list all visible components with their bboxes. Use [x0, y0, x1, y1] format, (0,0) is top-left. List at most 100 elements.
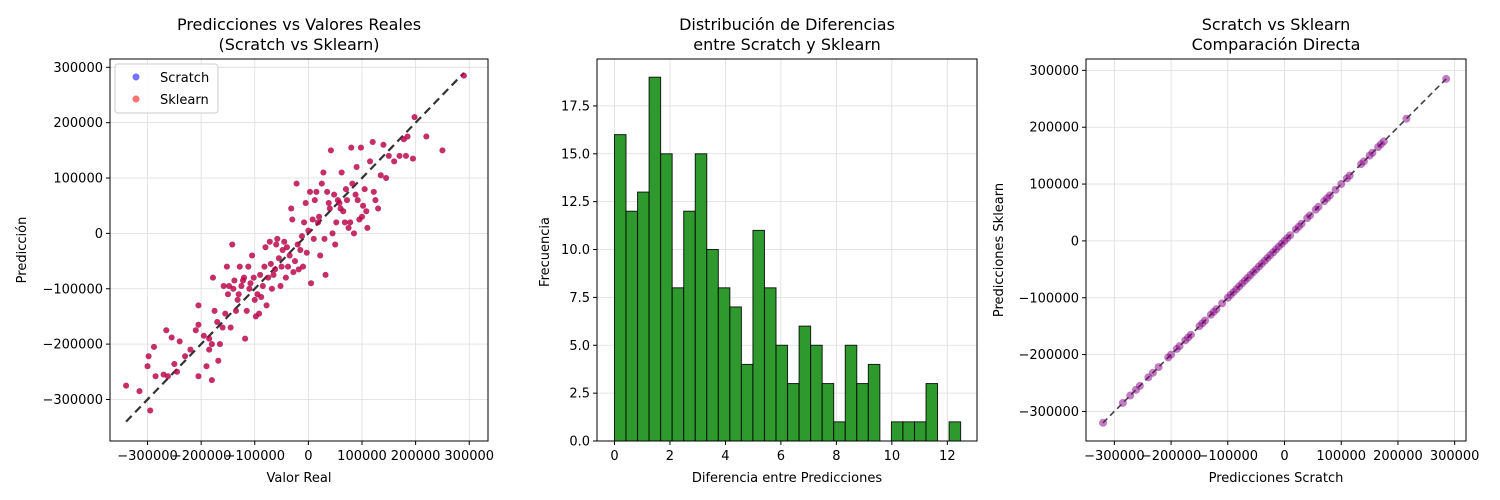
- scatter-point-sklearn: [272, 266, 279, 273]
- scatter-point-sklearn: [265, 274, 272, 281]
- scatter-point-sklearn: [369, 139, 376, 146]
- scatter-point: [1135, 381, 1144, 390]
- scatter-point-sklearn: [348, 144, 355, 151]
- x-ticks: −300000−200000−100000 0 100000 200000 300000: [1084, 441, 1479, 464]
- chart-title-line2: Comparación Directa: [1192, 35, 1361, 54]
- scatter-point-sklearn: [383, 175, 390, 182]
- scatter-point-sklearn: [380, 141, 387, 148]
- scatter-point-sklearn: [259, 282, 266, 289]
- scatter-point-sklearn: [263, 302, 270, 309]
- scatter-point-sklearn: [241, 274, 248, 281]
- scatter-point-sklearn: [230, 285, 237, 292]
- x-tick-label: 10: [884, 449, 901, 464]
- legend-marker-sklearn: [132, 95, 140, 103]
- scatter-point-sklearn: [308, 280, 315, 287]
- scatter-point-sklearn: [391, 158, 398, 165]
- histogram-bar: [648, 76, 662, 442]
- x-tick-label: 4: [721, 449, 729, 464]
- scatter-point-sklearn: [274, 235, 281, 242]
- x-axis-label: Predicciones Scratch: [1209, 471, 1344, 486]
- x-tick-label: −300000: [1084, 449, 1145, 464]
- y-tick-label: 2.5: [569, 387, 590, 402]
- scatter-point-sklearn: [321, 235, 328, 242]
- histogram-bar: [740, 363, 754, 442]
- histogram-bar: [625, 210, 639, 442]
- histogram-bar: [787, 383, 800, 442]
- scatter-point-sklearn: [340, 208, 347, 215]
- scatter-point-sklearn: [325, 199, 332, 206]
- scatter-point: [1148, 368, 1157, 377]
- x-tick-label: 12: [939, 449, 956, 464]
- scatter-point-sklearn: [370, 188, 377, 195]
- scatter-point-sklearn: [278, 263, 285, 270]
- scatter-point-sklearn: [168, 334, 175, 341]
- scatter-point-sklearn: [342, 186, 349, 193]
- histogram-bar: [810, 344, 823, 442]
- y-tick-label: −200000: [1018, 348, 1079, 363]
- histogram-bar: [613, 134, 627, 442]
- y-tick-label: −300000: [42, 393, 103, 408]
- scatter-point: [1201, 316, 1210, 325]
- x-tick-label: 300000: [1430, 449, 1480, 464]
- y-tick-label: 0: [95, 227, 103, 242]
- scatter-point-sklearn: [227, 324, 234, 331]
- scatter-point-sklearn: [359, 213, 365, 220]
- scatter-point-sklearn: [353, 163, 360, 170]
- scatter-point-sklearn: [236, 263, 243, 270]
- scatter-point-sklearn: [336, 199, 343, 206]
- x-ticks: −300000−200000−100000 0 100000 200000 300000: [117, 441, 494, 464]
- scatter-point: [1331, 185, 1340, 194]
- scatter-point-sklearn: [192, 327, 199, 334]
- x-tick-label: −100000: [225, 449, 286, 464]
- scatter-point-sklearn: [310, 235, 317, 242]
- scatter-point-sklearn: [261, 263, 268, 270]
- scatter-point-sklearn: [372, 197, 379, 204]
- scatter-point-sklearn: [174, 368, 181, 375]
- x-tick-label: 0: [304, 449, 312, 464]
- scatter-point-sklearn: [363, 208, 370, 215]
- scatter-point: [1118, 398, 1127, 407]
- scatter-point-sklearn: [327, 147, 334, 154]
- scatter-point-sklearn: [235, 291, 242, 298]
- scatter-point-sklearn: [329, 230, 336, 237]
- scatter-point-sklearn: [302, 199, 309, 206]
- y-tick-label: 300000: [53, 61, 103, 76]
- scatter-point-sklearn: [404, 133, 411, 140]
- histogram-bar: [683, 210, 696, 442]
- histogram-bar: [890, 421, 904, 442]
- histogram-bar: [925, 383, 939, 442]
- scatter-point-sklearn: [222, 310, 229, 317]
- scatter-point-sklearn: [182, 353, 189, 360]
- scatter-point-sklearn: [163, 327, 170, 334]
- histogram-bar: [694, 153, 708, 442]
- scatter-point-sklearn: [349, 180, 356, 187]
- scatter-point: [1359, 157, 1368, 166]
- scatter-point: [1167, 350, 1176, 359]
- scatter-point-sklearn: [324, 188, 331, 195]
- scatter-point-sklearn: [306, 188, 313, 195]
- scatter-point-sklearn: [247, 280, 254, 287]
- y-tick-label: 10.0: [561, 243, 590, 258]
- reference-line: [125, 72, 465, 423]
- scatter-point-sklearn: [208, 341, 215, 348]
- scatter-point-sklearn: [345, 224, 352, 231]
- legend-marker-scratch: [132, 73, 140, 81]
- scatter-point-sklearn: [257, 271, 264, 278]
- scatter-point-sklearn: [331, 191, 338, 198]
- scatter-point-sklearn: [229, 241, 236, 248]
- scatter-point-sklearn: [288, 205, 295, 212]
- y-tick-label: 200000: [53, 116, 103, 131]
- plot-frame: [109, 58, 489, 442]
- scatter-point-sklearn: [216, 341, 223, 348]
- x-tick-label: 2: [666, 449, 674, 464]
- scatter-point-sklearn: [326, 205, 333, 212]
- histogram-bar: [948, 421, 962, 442]
- histogram-bar: [706, 249, 719, 442]
- scatter-point: [1154, 363, 1163, 372]
- scatter-point-sklearn: [145, 353, 152, 360]
- scatter-point-sklearn: [343, 197, 350, 204]
- scatter-point-sklearn: [300, 263, 307, 270]
- scatter-point-sklearn: [187, 346, 194, 353]
- scatter-point-sklearn: [208, 377, 215, 384]
